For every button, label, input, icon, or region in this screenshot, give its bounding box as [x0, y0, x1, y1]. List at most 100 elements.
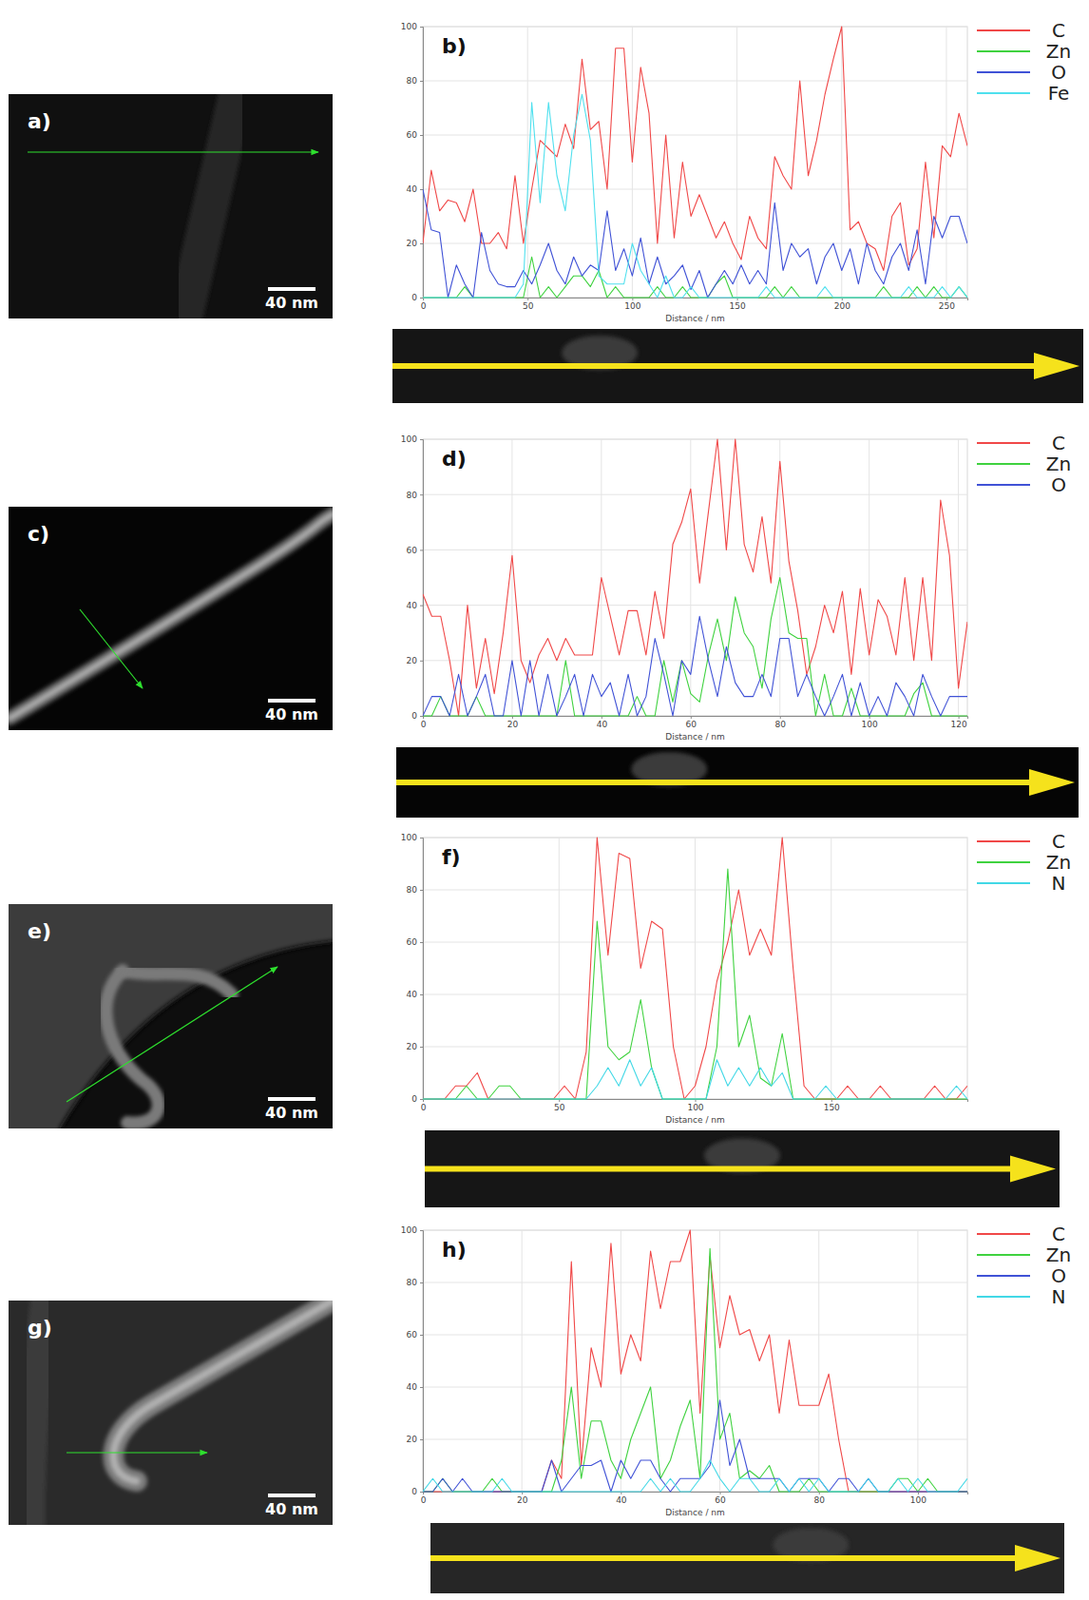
y-tick-mark [420, 889, 423, 891]
legend: CZnOFe [976, 19, 1071, 105]
x-tick-label: 150 [728, 301, 746, 311]
x-tick: 60 [714, 1490, 726, 1505]
x-grid-line [511, 439, 513, 716]
legend-swatch [976, 29, 1031, 32]
y-tick-label: 40 [406, 600, 419, 611]
y-axis-line [420, 27, 424, 299]
y-grid-line [422, 189, 968, 191]
x-tick-label: 250 [938, 301, 956, 311]
legend-swatch [976, 71, 1031, 74]
y-tick-label: 20 [406, 238, 419, 249]
panel-title: h) [441, 1237, 467, 1261]
y-tick-mark [420, 1386, 423, 1388]
micrograph-feature [10, 514, 333, 718]
x-axis-title: Distance / nm [665, 1507, 726, 1517]
y-tick-label: 80 [406, 490, 419, 500]
micrograph: e)40 nm [8, 903, 333, 1128]
legend-swatch [976, 1253, 1031, 1256]
micrograph-background [8, 903, 333, 1128]
legend: CZnON [976, 1222, 1071, 1308]
legend-label: C [1051, 829, 1066, 853]
series-line [422, 615, 968, 716]
x-tick: 80 [775, 715, 787, 729]
y-grid-line [422, 549, 968, 551]
scan-line-arrow [66, 1451, 208, 1452]
x-tick-label: 100 [910, 1494, 927, 1505]
y-tick-mark [420, 1098, 423, 1100]
strip-background [424, 1129, 1060, 1207]
plot-area [422, 26, 968, 298]
micrograph-feature [113, 1299, 333, 1481]
y-grid-line [422, 1334, 968, 1336]
y-tick: 60 [406, 130, 423, 140]
x-tick-label: 20 [507, 719, 519, 729]
x-axis: 020406080100 [420, 1490, 969, 1505]
x-grid-line [694, 837, 696, 1099]
x-tick-label: 0 [420, 1102, 427, 1112]
y-tick-mark [420, 439, 423, 440]
y-tick: 40 [406, 989, 423, 999]
x-tick: 100 [687, 1098, 704, 1112]
micrograph-feature [113, 1299, 333, 1481]
x-grid-line [917, 1229, 918, 1491]
data-lines [422, 439, 968, 716]
panel-label: g) [27, 1315, 53, 1339]
strip-arrow-head [1029, 768, 1075, 796]
legend-label: C [1051, 1222, 1066, 1245]
x-grid-line [945, 26, 947, 298]
scan-strip [396, 746, 1079, 818]
x-tick-label: 120 [951, 719, 968, 729]
y-tick-label: 0 [411, 710, 418, 721]
y-tick-label: 20 [406, 655, 419, 666]
y-tick-mark [420, 549, 423, 551]
x-tick-label: 20 [516, 1494, 529, 1505]
x-grid-line [818, 1229, 820, 1491]
x-tick: 0 [420, 1490, 427, 1505]
strip-arrow-head [1014, 1544, 1061, 1571]
x-tick: 50 [554, 1098, 566, 1112]
x-tick: 50 [522, 297, 535, 311]
x-tick-label: 0 [420, 1494, 427, 1505]
series-line [422, 577, 968, 717]
series-line [422, 26, 968, 271]
y-axis: 020406080100 [401, 1224, 424, 1496]
x-tick-mark [690, 715, 692, 719]
x-tick-mark [720, 1490, 722, 1494]
legend-label: C [1051, 431, 1066, 455]
micrograph-feature [60, 941, 333, 1128]
x-axis-line [423, 1099, 969, 1103]
y-tick: 100 [401, 1224, 423, 1235]
y-tick: 80 [406, 490, 423, 500]
x-tick: 150 [728, 297, 746, 311]
x-axis-title: Distance / nm [665, 731, 726, 742]
x-tick: 100 [624, 297, 641, 311]
y-tick: 100 [401, 21, 423, 32]
y-grid-line [422, 659, 968, 661]
y-tick: 40 [406, 184, 423, 194]
y-tick: 100 [401, 832, 423, 842]
y-tick-label: 0 [411, 1486, 418, 1496]
y-tick-mark [420, 80, 423, 82]
legend-swatch [976, 50, 1031, 53]
legend-swatch [976, 860, 1031, 863]
x-tick: 0 [420, 1098, 427, 1112]
y-tick-mark [420, 243, 423, 245]
y-tick-mark [420, 134, 423, 136]
legend-swatch [976, 1274, 1031, 1277]
legend-label: O [1050, 1263, 1067, 1287]
y-grid-line [422, 439, 968, 440]
x-tick-label: 150 [823, 1102, 841, 1112]
y-tick-mark [420, 837, 423, 839]
x-tick: 100 [910, 1490, 927, 1505]
y-grid-line [422, 494, 968, 496]
y-tick-label: 100 [401, 434, 418, 444]
y-tick: 40 [406, 600, 423, 611]
series-line [422, 1399, 968, 1491]
y-grid-line [422, 604, 968, 606]
x-tick: 0 [420, 297, 427, 311]
scan-line-arrow [79, 609, 143, 688]
x-tick: 200 [834, 297, 851, 311]
y-tick-label: 100 [401, 832, 418, 842]
grid [422, 439, 968, 716]
legend: CZnO [976, 431, 1071, 497]
